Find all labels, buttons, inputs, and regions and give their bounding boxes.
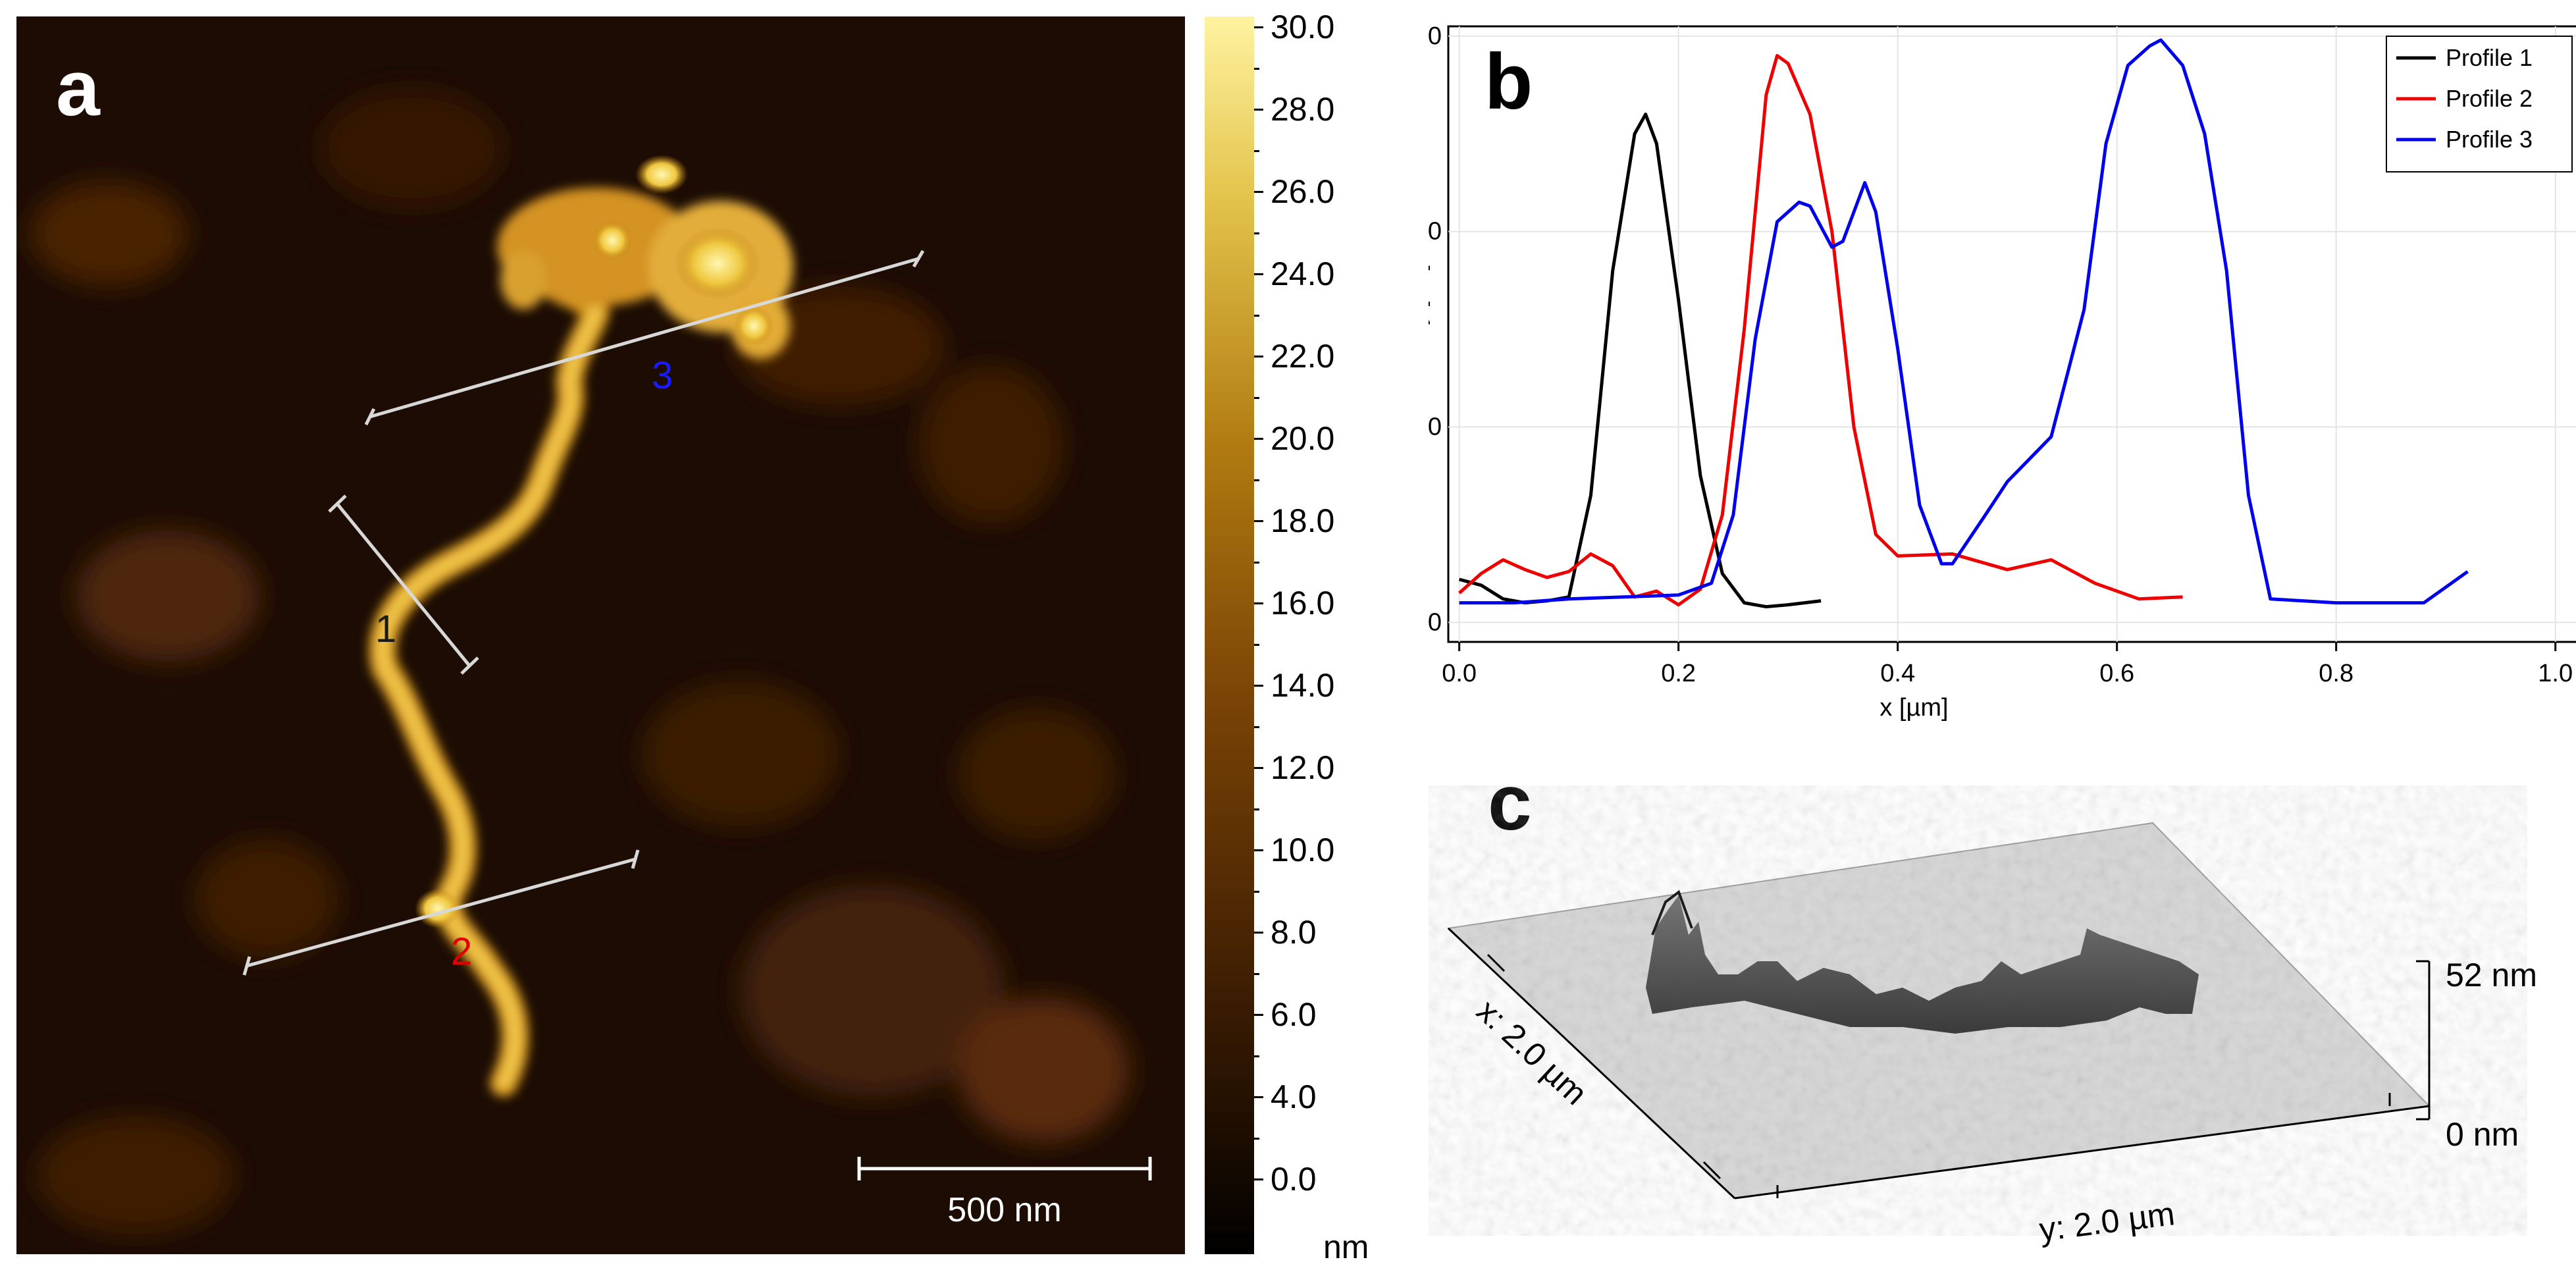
colorbar-minor-tick bbox=[1254, 1137, 1259, 1140]
colorbar-tick-label: 4.0 bbox=[1271, 1078, 1317, 1115]
legend-entry-3: Profile 3 bbox=[2446, 126, 2533, 153]
y-tick-label: 30 bbox=[1429, 22, 1442, 50]
profile-line-3 bbox=[369, 257, 919, 419]
y-tick-label: 0 bbox=[1429, 608, 1442, 636]
colorbar-minor-tick bbox=[1254, 561, 1259, 564]
colorbar-tick-label: 0.0 bbox=[1271, 1161, 1317, 1198]
colorbar-tick bbox=[1254, 438, 1263, 440]
colorbar-tick bbox=[1254, 849, 1263, 851]
colorbar-tick bbox=[1254, 273, 1263, 275]
colorbar-minor-tick bbox=[1254, 643, 1259, 646]
colorbar-tick-label: 24.0 bbox=[1271, 255, 1335, 292]
x-tick-label: 0.4 bbox=[1880, 660, 1915, 687]
x-tick-label: 0.8 bbox=[2319, 660, 2353, 687]
x-tick-label: 1.0 bbox=[2538, 660, 2573, 687]
colorbar-tick bbox=[1254, 520, 1263, 522]
height-colorbar: 30.0 28.0 26.0 24.0 22.0 20.0 18.0 16.0 14.0 12.0… bbox=[1205, 9, 1422, 1265]
x-tick-label: 0.2 bbox=[1661, 660, 1696, 687]
colorbar-tick-label: 18.0 bbox=[1271, 502, 1335, 539]
profile-chart: 0.0 0.2 0.4 0.6 0.8 1.0 0 10 20 30 x [µm] y [nm] Pr… bbox=[1406, 22, 2576, 722]
y-axis-edge bbox=[1734, 1105, 2430, 1200]
colorbar-tick bbox=[1254, 109, 1263, 111]
panel-label-b: b bbox=[1485, 38, 1533, 126]
colorbar-tick-label: 20.0 bbox=[1271, 420, 1335, 457]
x-tick-label: 0.6 bbox=[2099, 660, 2134, 687]
profile-marker-1: 1 bbox=[375, 608, 396, 650]
colorbar-tick bbox=[1254, 685, 1263, 687]
chromatin-filament bbox=[369, 188, 793, 1097]
legend-entry-2: Profile 2 bbox=[2446, 85, 2533, 112]
colorbar-tick-label: 12.0 bbox=[1271, 749, 1335, 786]
colorbar-tick-label: 14.0 bbox=[1271, 667, 1335, 704]
series-line-1 bbox=[1459, 113, 1822, 609]
x-axis-label: x [µm] bbox=[1879, 694, 1948, 722]
colorbar-tick bbox=[1254, 1178, 1263, 1180]
x-tick-label: 0.0 bbox=[1442, 660, 1477, 687]
colorbar-tick-label: 6.0 bbox=[1271, 996, 1317, 1033]
colorbar-unit: nm bbox=[1323, 1229, 1369, 1265]
y-tick-label: 20 bbox=[1429, 218, 1442, 246]
z-axis-bottom-label: 0 nm bbox=[2446, 1116, 2519, 1153]
z-axis-top-label: 52 nm bbox=[2446, 957, 2537, 993]
afm-height-image: 1 2 3 500 nm a bbox=[16, 16, 1185, 1254]
panel-label-a: a bbox=[56, 44, 101, 132]
scale-bar-label: 500 nm bbox=[947, 1191, 1061, 1229]
colorbar-tick-label: 16.0 bbox=[1271, 585, 1335, 622]
colorbar-tick-label: 30.0 bbox=[1271, 9, 1335, 45]
colorbar-minor-tick bbox=[1254, 808, 1259, 810]
legend-entry-1: Profile 1 bbox=[2446, 44, 2533, 71]
profile-lines bbox=[242, 250, 925, 976]
profile-chart-panel: 0.0 0.2 0.4 0.6 0.8 1.0 0 10 20 30 x [µm] y [nm] Pr… bbox=[1406, 0, 2576, 744]
colorbar-tick-label: 26.0 bbox=[1271, 173, 1335, 210]
colorbar-tick-label: 10.0 bbox=[1271, 832, 1335, 868]
colorbar-tick-label: 22.0 bbox=[1271, 338, 1335, 375]
surface-ridge bbox=[1646, 889, 2199, 1034]
colorbar-tick bbox=[1254, 602, 1263, 604]
colorbar-tick bbox=[1254, 356, 1263, 357]
y-tick-label: 10 bbox=[1429, 413, 1442, 440]
x-axis-edge bbox=[1447, 927, 1736, 1200]
colorbar-tick-label: 8.0 bbox=[1271, 914, 1317, 951]
series-line-2 bbox=[1458, 54, 2183, 607]
colorbar-minor-tick bbox=[1254, 396, 1259, 399]
colorbar-minor-tick bbox=[1254, 479, 1259, 481]
profile-line-2 bbox=[246, 857, 636, 968]
colorbar-minor-tick bbox=[1254, 314, 1259, 317]
panel-label-c: c bbox=[1488, 758, 1532, 847]
y-axis-label: y [nm] bbox=[1429, 264, 1431, 325]
profile-marker-2: 2 bbox=[451, 930, 472, 973]
colorbar-minor-tick bbox=[1254, 972, 1259, 975]
colorbar-tick bbox=[1254, 767, 1263, 769]
afm-image-svg: 1 2 3 500 nm a bbox=[16, 16, 1185, 1254]
surface-3d-panel: c 52 nm 0 nm x: 2.0 µm y: 2.0 µm bbox=[1429, 737, 2576, 1267]
colorbar-minor-tick bbox=[1254, 726, 1259, 728]
colorbar-tick bbox=[1254, 1096, 1263, 1098]
profile-line-1 bbox=[336, 502, 471, 667]
y-axis-label: y: 2.0 µm bbox=[2037, 1195, 2177, 1248]
colorbar-tick bbox=[1254, 26, 1263, 28]
colorbar-minor-tick bbox=[1254, 890, 1259, 893]
series-line-3 bbox=[1459, 38, 2469, 605]
surface-3d-view: c 52 nm 0 nm x: 2.0 µm y: 2.0 µm bbox=[1446, 758, 2537, 1248]
colorbar-minor-tick bbox=[1254, 149, 1259, 152]
legend: Profile 1 Profile 2 Profile 3 bbox=[2386, 36, 2573, 172]
colorbar-tick bbox=[1254, 932, 1263, 934]
colorbar-tick bbox=[1254, 191, 1263, 193]
colorbar-minor-tick bbox=[1254, 1055, 1259, 1057]
colorbar-gradient bbox=[1205, 16, 1254, 1254]
plot-frame bbox=[1447, 25, 2576, 643]
background-texture bbox=[30, 89, 1129, 1234]
series-lines bbox=[1458, 38, 2469, 609]
colorbar-tick bbox=[1254, 1014, 1263, 1016]
profile-marker-3: 3 bbox=[652, 354, 673, 397]
colorbar-tick-label: 28.0 bbox=[1271, 91, 1335, 128]
colorbar-minor-tick bbox=[1254, 67, 1259, 70]
colorbar-minor-tick bbox=[1254, 232, 1259, 234]
scale-bar bbox=[857, 1157, 1152, 1180]
